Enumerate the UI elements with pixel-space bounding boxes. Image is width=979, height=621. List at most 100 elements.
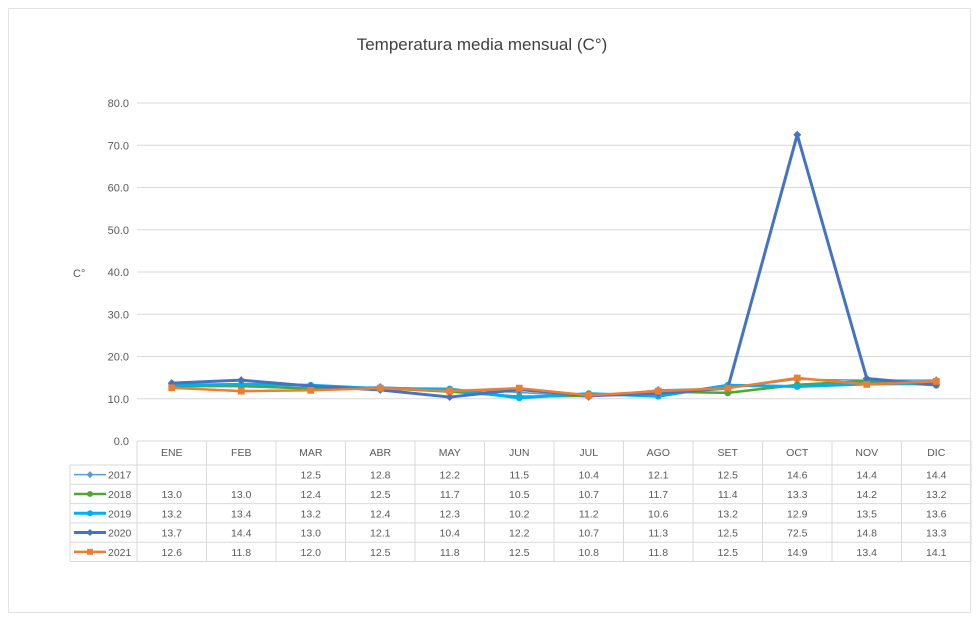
x-tick-label: MAR xyxy=(299,447,323,459)
table-cell: 12.5 xyxy=(718,470,739,482)
series-line xyxy=(171,376,937,397)
table-cell: 10.6 xyxy=(648,508,669,520)
table-cell: 11.7 xyxy=(648,489,668,501)
table-cell: 12.5 xyxy=(301,470,322,482)
x-tick-label: ABR xyxy=(369,447,391,459)
table-cell: 13.2 xyxy=(301,508,322,520)
x-tick-label: JUL xyxy=(579,447,598,459)
data-point xyxy=(445,393,454,402)
table-cell: 12.2 xyxy=(440,470,461,482)
table-cell: 11.3 xyxy=(648,528,668,540)
x-tick-label: NOV xyxy=(855,447,878,459)
data-point xyxy=(376,384,384,392)
y-tick-label: 70.0 xyxy=(108,140,129,152)
table-cell: 14.4 xyxy=(231,528,252,540)
data-point xyxy=(654,387,662,395)
x-tick-label: DIC xyxy=(927,447,946,459)
table-cell: 11.8 xyxy=(440,547,460,559)
table-cell: 12.6 xyxy=(162,547,183,559)
x-tick-label: MAY xyxy=(439,447,461,459)
table-cell: 10.8 xyxy=(579,547,600,559)
data-point xyxy=(515,384,523,392)
table-cell: 72.5 xyxy=(787,528,808,540)
data-point xyxy=(862,374,871,383)
data-point xyxy=(724,384,732,392)
table-cell: 11.2 xyxy=(579,508,599,520)
legend-entry: 2021 xyxy=(108,547,132,559)
table-cell: 14.2 xyxy=(857,489,878,501)
y-tick-label: 80.0 xyxy=(108,98,129,110)
legend-key-marker xyxy=(87,548,93,555)
table-cell: 13.2 xyxy=(718,508,739,520)
table-cell: 12.1 xyxy=(370,528,391,540)
line-chart: Temperatura media mensual (C°) C° 0.0 10.… xyxy=(69,35,972,562)
table-cell: 12.5 xyxy=(370,547,391,559)
data-point xyxy=(515,394,523,402)
table-cell: 13.0 xyxy=(231,489,252,501)
x-tick-label: OCT xyxy=(786,447,809,459)
table-cell: 14.4 xyxy=(926,470,947,482)
table-cell: 11.4 xyxy=(718,489,738,501)
y-tick-label: 50.0 xyxy=(108,225,129,237)
table-cell: 13.2 xyxy=(926,489,947,501)
data-point xyxy=(237,376,246,385)
table-cell: 13.0 xyxy=(301,528,322,540)
data-point xyxy=(237,380,245,388)
table-cell: 12.0 xyxy=(301,547,322,559)
data-point xyxy=(307,386,315,394)
y-tick-label: 60.0 xyxy=(108,183,129,195)
table-cell: 13.3 xyxy=(787,489,808,501)
table-cell: 12.1 xyxy=(648,470,669,482)
table-cell: 12.8 xyxy=(370,470,391,482)
y-tick-label: 0.0 xyxy=(114,436,129,448)
x-tick-label: AGO xyxy=(647,447,670,459)
data-point xyxy=(932,378,940,385)
table-cell: 12.4 xyxy=(301,489,322,501)
data-point xyxy=(237,387,245,395)
table-cell: 10.7 xyxy=(579,528,600,540)
chart-frame: Temperatura media mensual (C°) C° 0.0 10.… xyxy=(8,8,972,613)
legend-entry: 2018 xyxy=(108,489,132,501)
table-cell: 13.7 xyxy=(162,528,183,540)
table-cell: 10.4 xyxy=(579,470,600,482)
data-point xyxy=(793,383,801,390)
y-axis-ticks: 0.0 10.0 20.0 30.0 40.0 50.0 60.0 70.0 80.0 xyxy=(108,98,129,448)
data-point xyxy=(168,384,176,392)
table-cell: 11.8 xyxy=(648,547,668,559)
legend-entry: 2019 xyxy=(108,508,132,520)
table-cell: 10.5 xyxy=(509,489,530,501)
x-tick-label: FEB xyxy=(231,447,251,459)
data-point xyxy=(863,380,871,388)
table-cell: 10.7 xyxy=(579,489,600,501)
gridlines xyxy=(137,102,971,400)
legend-key-marker xyxy=(86,471,94,479)
table-cell: 12.3 xyxy=(440,508,461,520)
chart-title: Temperatura media mensual (C°) xyxy=(357,35,608,54)
data-table: ENE FEB MAR ABR MAY JUN JUL AGO SET OCT NOV DIC 2017… xyxy=(69,440,972,562)
y-tick-label: 10.0 xyxy=(108,394,129,406)
table-cell: 12.5 xyxy=(718,528,739,540)
x-tick-label: JUN xyxy=(509,447,529,459)
data-point xyxy=(793,374,801,382)
series-line xyxy=(171,133,937,399)
legend-key-marker xyxy=(87,510,93,517)
table-cell: 13.4 xyxy=(231,508,252,520)
table-cell: 11.7 xyxy=(440,489,460,501)
table-cell: 12.5 xyxy=(370,489,391,501)
table-cell: 12.9 xyxy=(787,508,808,520)
y-tick-label: 40.0 xyxy=(108,267,129,279)
table-cell: 12.5 xyxy=(509,547,530,559)
table-cell: 13.4 xyxy=(857,547,878,559)
table-cell: 13.2 xyxy=(162,508,183,520)
table-cell: 12.5 xyxy=(718,547,739,559)
table-cell: 13.6 xyxy=(926,508,947,520)
series-lines xyxy=(167,130,941,402)
data-point xyxy=(446,387,454,395)
table-cell: 10.2 xyxy=(509,508,530,520)
table-cell: 14.8 xyxy=(857,528,878,540)
table-cell: 14.4 xyxy=(857,470,878,482)
data-point xyxy=(585,391,593,399)
table-cell: 14.6 xyxy=(787,470,808,482)
table-cell: 13.0 xyxy=(162,489,183,501)
table-cell: 11.5 xyxy=(509,470,529,482)
